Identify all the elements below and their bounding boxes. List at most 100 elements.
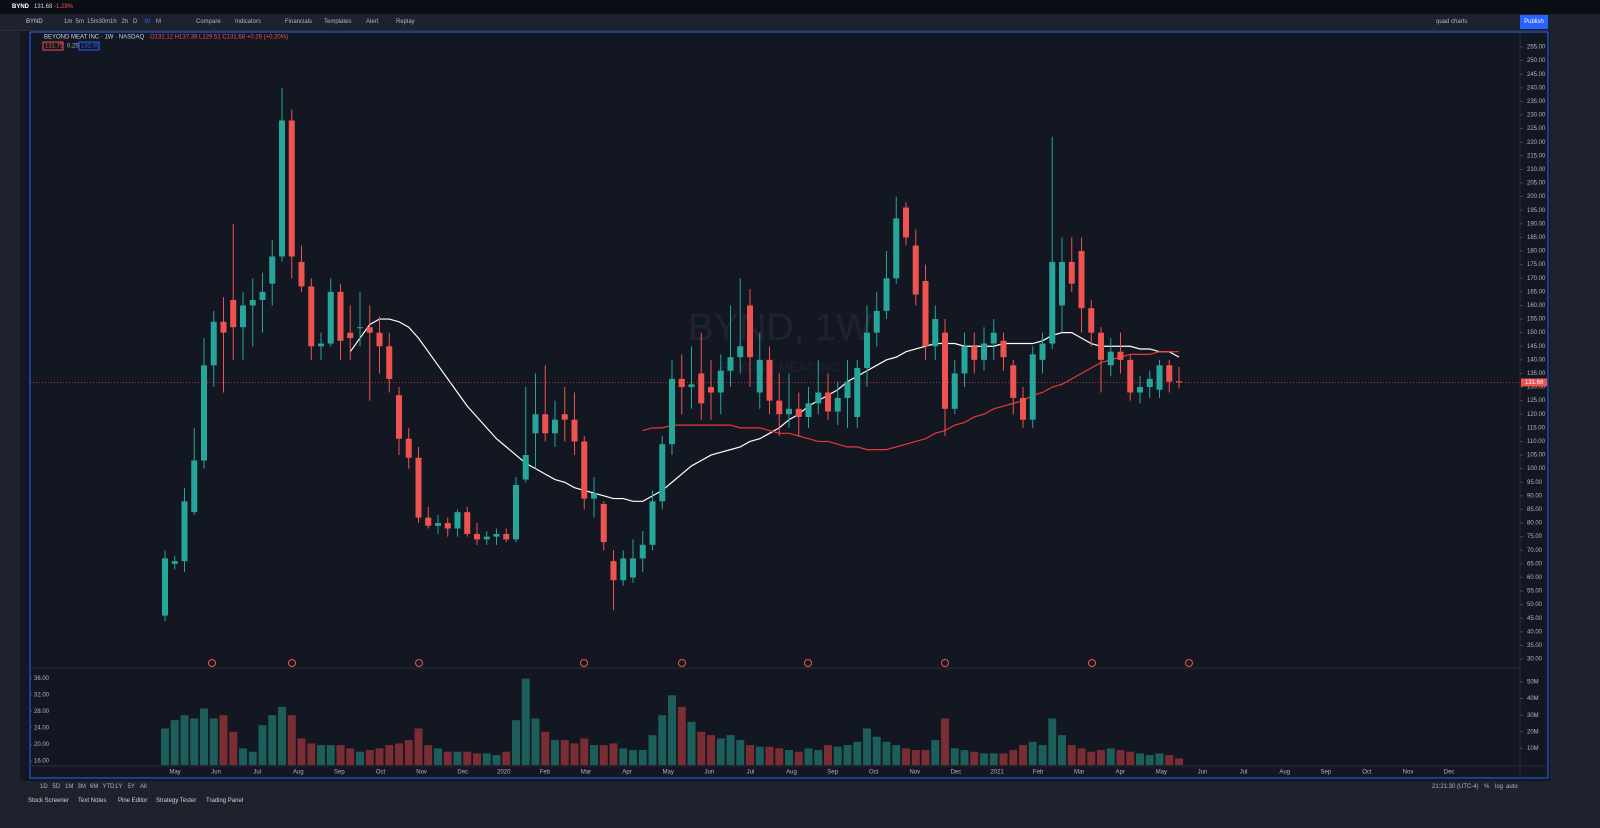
volume-bar — [950, 748, 959, 765]
interval[interactable]: 5m — [75, 19, 84, 25]
candle-body — [240, 305, 246, 328]
candle-body — [1000, 340, 1007, 358]
y-tick-label: 250.00 — [1527, 58, 1546, 64]
volume-bar — [1116, 750, 1125, 765]
volume-bar — [970, 751, 979, 765]
candle-body — [1059, 261, 1065, 306]
y-tick-label: 135.00 — [1527, 371, 1546, 377]
panel-tab[interactable]: Trading Panel — [206, 798, 244, 804]
range-button[interactable]: 3M — [77, 784, 86, 790]
candle-body — [1146, 378, 1153, 388]
interval[interactable]: 2h — [121, 19, 129, 25]
volume-bar — [434, 748, 442, 765]
candle-body — [415, 457, 422, 518]
interval[interactable]: 30m — [98, 19, 111, 25]
candle-body — [1098, 332, 1104, 360]
earnings-marker — [1088, 659, 1096, 667]
interval[interactable]: 1h — [110, 19, 117, 25]
x-tick-label: Jun — [211, 770, 221, 776]
scale-option[interactable]: auto — [1506, 784, 1518, 790]
interval[interactable]: 1m — [64, 19, 73, 25]
range-button[interactable]: 1Y — [115, 784, 123, 790]
y-tick-label: 245.00 — [1527, 72, 1546, 78]
x-tick-label: May — [1156, 770, 1167, 776]
x-tick-label: 2020 — [497, 770, 511, 776]
volume-bar — [365, 750, 374, 765]
volume-bar — [599, 745, 608, 765]
interval[interactable]: M — [156, 19, 161, 25]
symbol-search[interactable]: BYND — [26, 19, 43, 25]
candle-body — [942, 332, 948, 409]
interval[interactable]: W — [144, 19, 151, 25]
y-tick-label: 185.00 — [1527, 235, 1546, 241]
panel-tab[interactable]: Pine Editor — [118, 798, 148, 804]
volume-bar — [824, 745, 832, 765]
y-tick-label: 85.00 — [1527, 507, 1543, 513]
candle-body — [844, 381, 851, 398]
volume-bar — [570, 743, 579, 765]
x-tick-label: Jul — [1240, 770, 1248, 776]
volume-bar — [531, 718, 540, 765]
toolbar-button[interactable]: Replay — [396, 19, 415, 25]
toolbar-button[interactable]: Compare — [196, 19, 221, 25]
scale-option[interactable]: % — [1484, 784, 1490, 790]
volume-bar — [697, 731, 706, 765]
candle-body — [854, 368, 861, 417]
candle-body — [357, 327, 363, 329]
range-button[interactable]: All — [140, 784, 147, 790]
panel-tab[interactable]: Text Notes — [78, 798, 107, 804]
toolbar-button[interactable]: Financials — [285, 19, 313, 25]
volume-bar — [200, 708, 208, 765]
candle-body — [1137, 387, 1143, 393]
candle-body — [493, 533, 500, 537]
toolbar-button[interactable]: Indicators — [235, 19, 262, 25]
y-tick-label: 155.00 — [1527, 317, 1546, 323]
candle-body — [561, 414, 568, 420]
candle-body — [581, 441, 588, 499]
y-tick-label: 75.00 — [1527, 534, 1543, 540]
range-button[interactable]: 5D — [52, 784, 61, 790]
y-tick-label: 190.00 — [1527, 221, 1546, 227]
volume-bar — [346, 748, 355, 765]
bottom-panel: 1D 5D 1M 3M 6M YTD 1Y 5Y All 21:21:30 (UTC-4)% log… — [0, 781, 1600, 828]
y-tick-label: 90.00 — [1527, 493, 1543, 499]
candle-body — [279, 120, 285, 257]
toolbar-button[interactable]: Alert — [366, 19, 379, 25]
range-button[interactable]: YTD — [102, 784, 115, 790]
candle-body — [220, 321, 227, 333]
y-tick-label: 195.00 — [1527, 208, 1546, 214]
range-button[interactable]: 6M — [90, 784, 99, 790]
panel-tab[interactable]: Stock Screener — [28, 798, 70, 804]
publish-button[interactable]: Publish — [1520, 15, 1548, 29]
volume-bar — [833, 746, 842, 765]
scale-option[interactable]: log — [1495, 784, 1504, 790]
y-tick-label: 125.00 — [1527, 398, 1546, 404]
candle-body — [727, 357, 734, 371]
bid-box — [42, 41, 64, 51]
volume-bar — [1126, 751, 1135, 765]
interval[interactable]: 15m — [87, 19, 99, 25]
candle-body — [620, 558, 627, 581]
layout-button[interactable]: quad charts — [1436, 19, 1468, 25]
panel-tab[interactable]: Strategy Tester — [156, 798, 197, 804]
candle-body — [639, 544, 646, 559]
range-button[interactable]: 1D — [40, 784, 48, 790]
range-button[interactable]: 1M — [65, 784, 74, 790]
candle-body — [337, 291, 344, 341]
tab-symbol[interactable]: BYND — [12, 4, 30, 10]
candle-body — [571, 419, 578, 442]
y-tick-label: 140.00 — [1527, 357, 1546, 363]
volume-bar — [404, 740, 413, 765]
volume-bar — [170, 720, 179, 765]
volume-bar — [590, 745, 598, 765]
candle-body — [1078, 251, 1085, 309]
volume-bar — [872, 736, 881, 765]
interval[interactable]: D — [133, 19, 138, 25]
candle-body — [864, 332, 870, 369]
volume-bar — [424, 745, 433, 765]
watermark: BEYOND MEAT INC — [720, 359, 839, 374]
range-button[interactable]: 5Y — [127, 784, 135, 790]
toolbar-button[interactable]: Templates — [324, 19, 352, 25]
volume-bar — [989, 753, 998, 765]
